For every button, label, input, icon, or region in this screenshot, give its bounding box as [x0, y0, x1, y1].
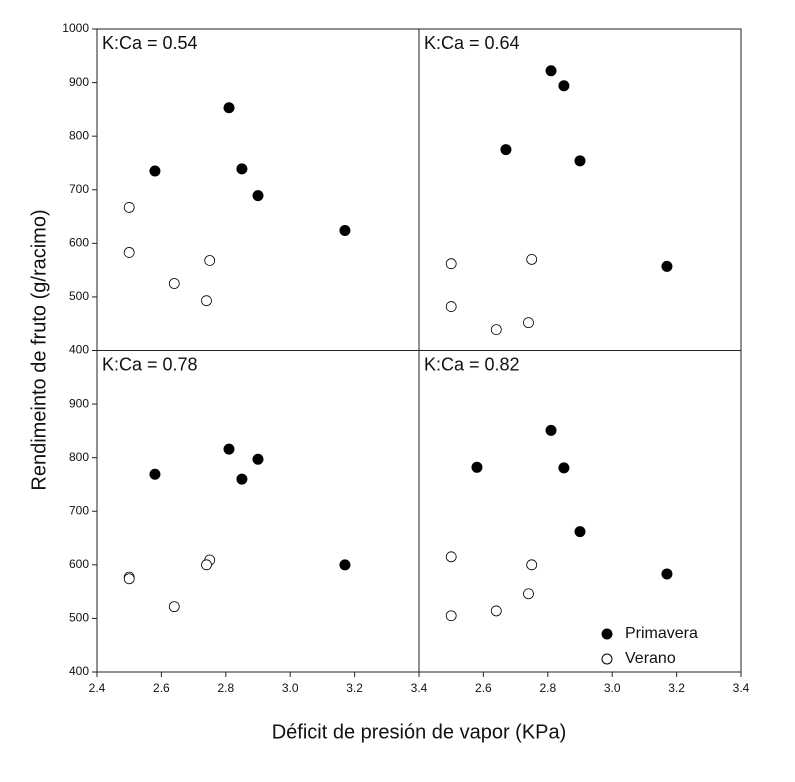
data-point: [445, 551, 457, 563]
y-tick-label: 400: [69, 343, 89, 357]
y-tick-label: 800: [69, 128, 89, 142]
panel-title: K:Ca = 0.78: [102, 354, 198, 374]
data-point: [168, 278, 180, 289]
y-tick-label: 900: [69, 75, 89, 89]
data-point: [545, 65, 557, 77]
data-point: [252, 190, 264, 202]
x-tick-label: 3.2: [668, 681, 685, 695]
data-point: [223, 443, 235, 455]
data-point: [252, 453, 264, 465]
data-point: [123, 202, 135, 213]
data-point: [523, 317, 534, 329]
legend-label: Verano: [625, 650, 676, 667]
x-tick-label: 3.0: [604, 681, 621, 695]
panel-frame: [96, 28, 420, 351]
y-tick-label: 800: [69, 450, 89, 464]
data-point: [661, 260, 673, 272]
data-point: [223, 102, 235, 114]
y-tick-label: 700: [69, 503, 89, 517]
data-point: [201, 295, 212, 307]
panel-title: K:Ca = 0.82: [424, 354, 520, 374]
data-point: [574, 526, 586, 538]
x-tick-label: 2.8: [217, 681, 234, 695]
legend-marker: [601, 628, 613, 640]
legend-marker: [601, 653, 613, 665]
data-point: [526, 559, 538, 571]
y-axis-label: Rendimeinto de fruto (g/racimo): [28, 209, 50, 490]
data-point: [558, 80, 570, 92]
data-point: [545, 424, 557, 436]
x-tick-label: 2.4: [89, 681, 106, 695]
data-point: [490, 605, 502, 617]
panel-frame: [418, 350, 742, 673]
data-point: [445, 610, 457, 622]
x-tick-label: 2.6: [475, 681, 492, 695]
panel-title: K:Ca = 0.64: [424, 33, 520, 53]
y-tick-label: 600: [69, 236, 89, 250]
panel-title: K:Ca = 0.54: [102, 33, 198, 53]
legend-label: Primavera: [625, 625, 698, 642]
data-point: [445, 301, 457, 312]
y-tick-label: 400: [69, 664, 89, 678]
y-tick-label: 500: [69, 611, 89, 625]
y-tick-label: 1000: [62, 21, 89, 35]
x-axis-label: Déficit de presión de vapor (KPa): [272, 721, 567, 743]
y-tick-label: 900: [69, 396, 89, 410]
x-tick-label: 3.2: [346, 681, 363, 695]
data-point: [339, 224, 351, 236]
data-point: [445, 258, 457, 270]
y-tick-label: 700: [69, 182, 89, 196]
data-point: [236, 163, 248, 175]
data-point: [149, 165, 161, 177]
data-point: [500, 144, 512, 156]
panel-frame: [418, 28, 742, 351]
data-point: [471, 461, 483, 473]
data-point: [149, 468, 161, 480]
data-point: [574, 155, 586, 167]
data-point: [236, 473, 248, 485]
data-point: [204, 255, 216, 266]
x-tick-label: 3.0: [282, 681, 299, 695]
data-point: [661, 568, 673, 580]
data-point: [339, 559, 351, 571]
x-tick-label: 3.4: [733, 681, 750, 695]
x-tick-label: 2.6: [153, 681, 170, 695]
data-point: [123, 573, 135, 585]
x-tick-label: 3.4: [411, 681, 428, 695]
y-tick-label: 600: [69, 557, 89, 571]
data-point: [168, 601, 180, 613]
data-point: [490, 324, 502, 336]
x-tick-label: 2.8: [539, 681, 556, 695]
data-point: [123, 247, 135, 258]
data-point: [201, 559, 212, 571]
data-point: [523, 588, 534, 600]
y-tick-label: 500: [69, 289, 89, 303]
panel-frame: [96, 350, 420, 673]
data-point: [526, 254, 538, 265]
data-point: [558, 462, 570, 474]
